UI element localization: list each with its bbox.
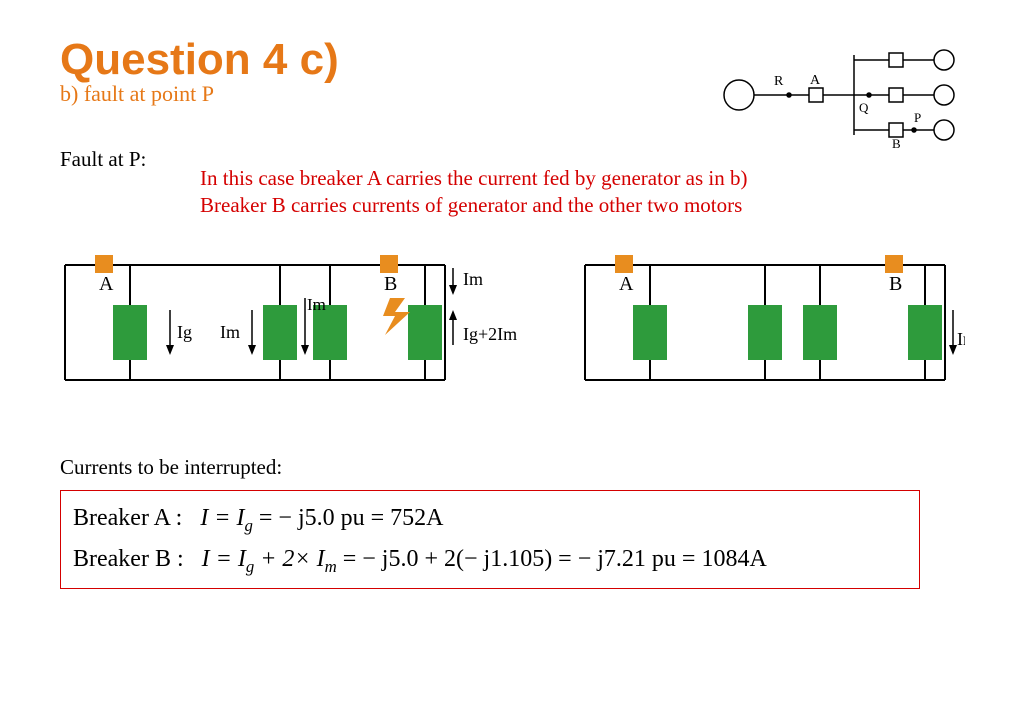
- svg-text:Im: Im: [307, 295, 326, 314]
- svg-text:B: B: [384, 273, 397, 295]
- breaker-a-formula: Breaker A : I = Ig = − j5.0 pu = 752A: [73, 499, 907, 540]
- svg-text:Im: Im: [957, 329, 965, 349]
- breaker-b-mid: + 2× I: [260, 546, 324, 572]
- svg-text:R: R: [774, 74, 784, 89]
- explanation-text: In this case breaker A carries the curre…: [200, 165, 748, 220]
- breaker-a-label: Breaker A :: [73, 505, 182, 531]
- svg-text:B: B: [892, 136, 901, 150]
- single-line-diagram: R A Q P B: [714, 40, 974, 150]
- breaker-b-eq: I = I: [202, 546, 246, 572]
- formula-box: Breaker A : I = Ig = − j5.0 pu = 752A Br…: [60, 490, 920, 589]
- currents-label: Currents to be interrupted:: [60, 455, 282, 480]
- explanation-line-2: Breaker B carries currents of generator …: [200, 192, 748, 219]
- breaker-b-formula: Breaker B : I = Ig + 2× Im = − j5.0 + 2(…: [73, 540, 907, 581]
- svg-text:Im: Im: [220, 322, 240, 342]
- svg-text:B: B: [889, 273, 902, 295]
- breaker-b-rest: = − j5.0 + 2(− j1.105) = − j7.21 pu = 10…: [343, 546, 767, 572]
- svg-text:P: P: [914, 110, 921, 125]
- breaker-b-sub2: m: [325, 556, 337, 575]
- breaker-a-rest: = − j5.0 pu = 752A: [259, 505, 444, 531]
- circuit-diagrams: A Ig Im Im B: [55, 250, 965, 400]
- svg-text:A: A: [619, 273, 634, 295]
- breaker-a-eq: I = I: [200, 505, 244, 531]
- breaker-a-sub: g: [245, 516, 253, 535]
- breaker-b-sub1: g: [246, 556, 254, 575]
- svg-text:Ig+2Im: Ig+2Im: [463, 324, 517, 344]
- explanation-line-1: In this case breaker A carries the curre…: [200, 165, 748, 192]
- svg-text:Ig: Ig: [177, 322, 192, 342]
- svg-text:A: A: [810, 73, 821, 88]
- svg-text:Im: Im: [463, 269, 483, 289]
- svg-text:Q: Q: [859, 100, 869, 115]
- breaker-b-label: Breaker B :: [73, 546, 184, 572]
- svg-text:A: A: [99, 273, 114, 295]
